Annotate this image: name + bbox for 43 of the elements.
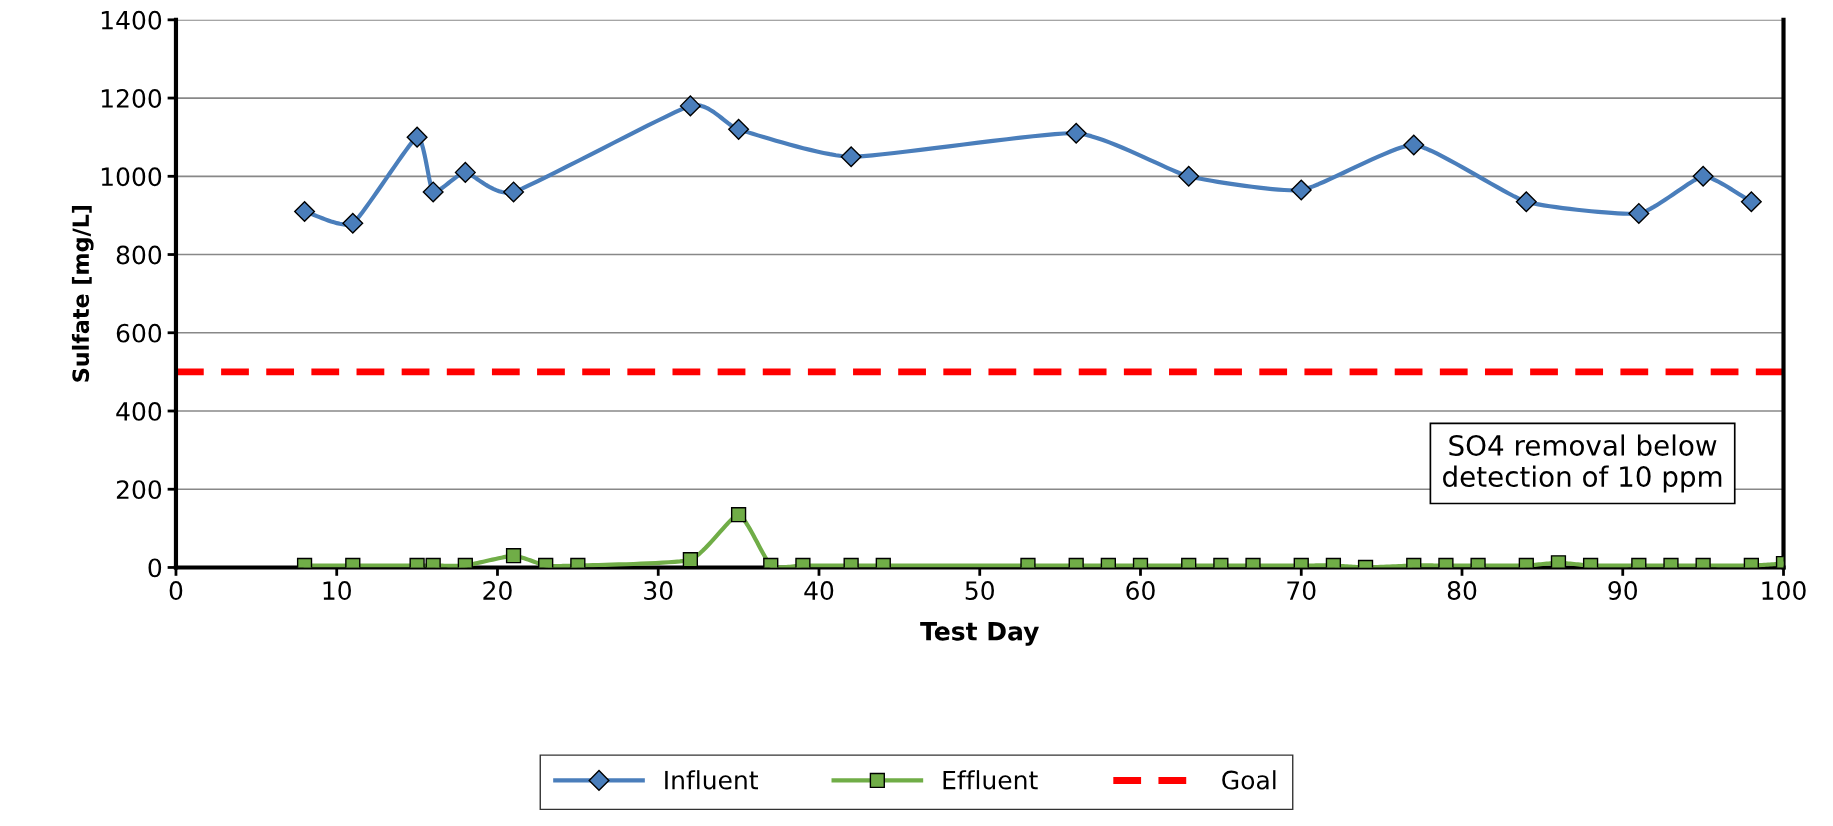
point bbox=[406, 126, 428, 148]
x-tick-label: 20 bbox=[483, 581, 512, 601]
point bbox=[1403, 134, 1425, 156]
y-tick-label: 600 bbox=[116, 323, 162, 343]
point bbox=[503, 181, 525, 203]
y-tick-label: 1000 bbox=[101, 167, 162, 187]
point bbox=[422, 181, 444, 203]
x-tick-label: 50 bbox=[965, 581, 994, 601]
x-tick-label: 10 bbox=[323, 581, 351, 601]
y-tick-label: 1200 bbox=[101, 89, 162, 108]
point bbox=[1515, 191, 1537, 213]
x-tick-label: 70 bbox=[1287, 581, 1316, 601]
annotation: SO4 removal below detection of 10 ppm bbox=[1443, 434, 1722, 493]
y-tick-label: 400 bbox=[116, 401, 162, 421]
legend-label: Influent bbox=[665, 770, 758, 790]
x-tick-label: 100 bbox=[1762, 581, 1806, 601]
y-axis-title: Sulfate [mg/L] bbox=[71, 205, 94, 382]
point bbox=[342, 212, 364, 234]
y-tick-label: 0 bbox=[148, 558, 162, 578]
point bbox=[294, 200, 316, 223]
point bbox=[1740, 191, 1762, 213]
legend-label: Goal bbox=[1222, 770, 1276, 790]
point bbox=[1628, 202, 1650, 224]
x-tick-label: 90 bbox=[1608, 581, 1637, 601]
y-tick-label: 1400 bbox=[101, 10, 162, 30]
point bbox=[1692, 165, 1714, 187]
legend-label: Effluent bbox=[943, 770, 1038, 790]
point bbox=[840, 146, 862, 168]
point bbox=[1290, 179, 1312, 201]
x-tick-label: 80 bbox=[1447, 581, 1477, 601]
point bbox=[728, 118, 750, 140]
point bbox=[454, 161, 476, 183]
point bbox=[1065, 122, 1087, 144]
x-tick-label: 0 bbox=[169, 581, 183, 601]
x-tick-label: 30 bbox=[644, 581, 673, 601]
y-tick-label: 200 bbox=[116, 480, 162, 500]
x-tick-label: 40 bbox=[804, 581, 834, 601]
point bbox=[1178, 165, 1200, 187]
x-axis-title: Test Day bbox=[920, 622, 1039, 646]
y-tick-label: 800 bbox=[116, 245, 162, 265]
point bbox=[679, 95, 701, 117]
point bbox=[1550, 555, 1567, 568]
x-tick-label: 60 bbox=[1126, 581, 1155, 601]
